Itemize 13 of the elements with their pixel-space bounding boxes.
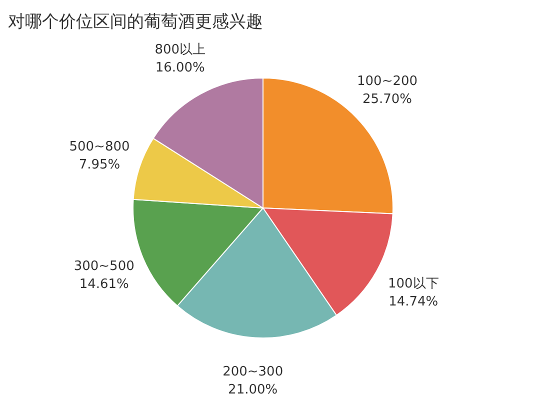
chart-title: 对哪个价位区间的葡萄酒更感兴趣 — [8, 12, 263, 32]
data-label: 14.74% — [388, 294, 438, 310]
data-label: 7.95% — [78, 158, 120, 173]
slice-label: 500~800 — [69, 140, 130, 155]
slice-label: 800以上 — [154, 42, 206, 58]
data-label: 16.00% — [155, 60, 205, 76]
slice-label: 300~500 — [74, 258, 134, 274]
slice-label: 100以下 — [388, 276, 439, 292]
data-label: 21.00% — [228, 382, 278, 398]
data-label: 14.61% — [79, 276, 129, 292]
slice-label: 200~300 — [222, 364, 284, 380]
slice-label: 100~200 — [357, 74, 418, 90]
data-label: 25.70% — [362, 92, 412, 108]
